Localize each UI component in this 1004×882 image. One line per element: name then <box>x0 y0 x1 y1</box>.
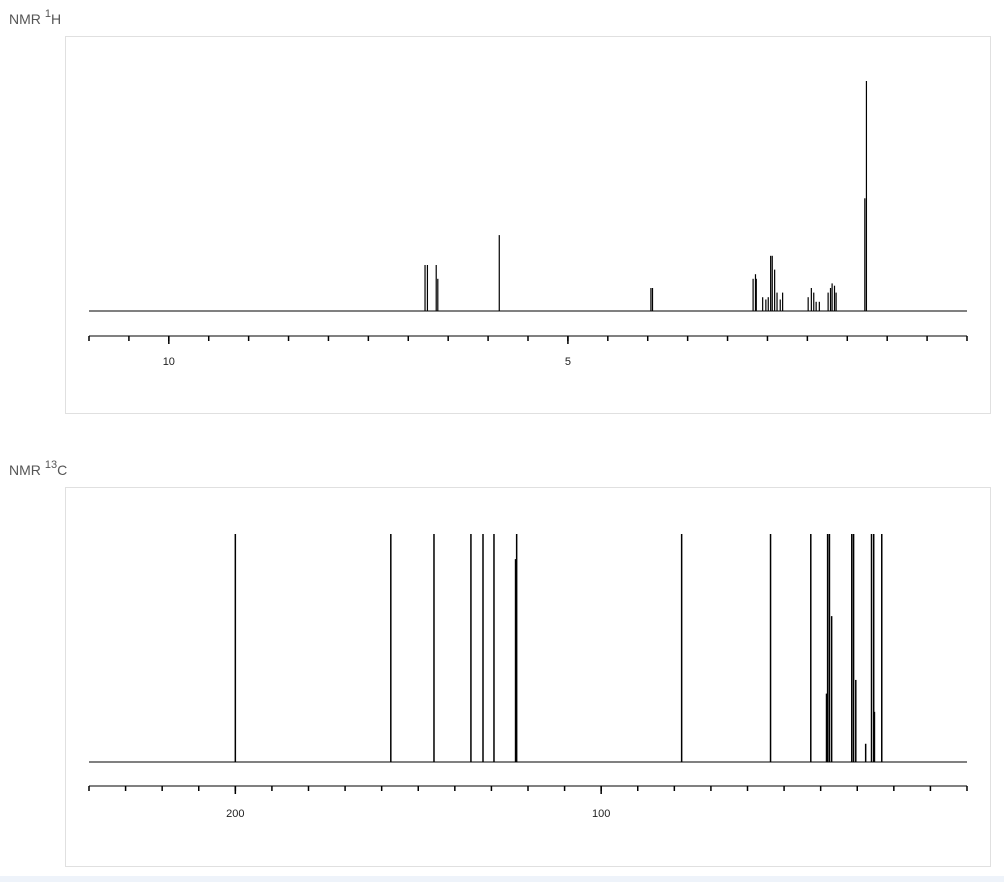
title-text: NMR <box>9 462 41 478</box>
bottom-strip <box>0 876 1004 882</box>
spectrum-title: NMR 1H <box>9 8 61 27</box>
spectrum-title: NMR 13C <box>9 459 67 478</box>
title-isotope: 1 <box>45 8 51 20</box>
x-tick-label: 5 <box>565 356 571 368</box>
title-element: H <box>51 11 61 27</box>
title-text: NMR <box>9 11 41 27</box>
title-isotope: 13 <box>45 459 57 471</box>
title-element: C <box>57 462 67 478</box>
panel <box>65 36 991 414</box>
x-tick-label: 10 <box>163 356 175 368</box>
panel <box>65 487 991 867</box>
x-tick-label: 100 <box>592 808 610 820</box>
x-tick-label: 200 <box>226 808 244 820</box>
